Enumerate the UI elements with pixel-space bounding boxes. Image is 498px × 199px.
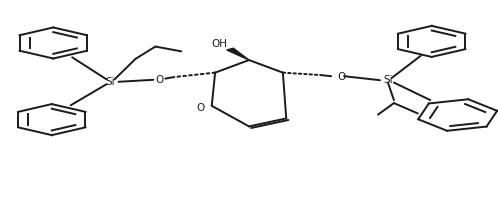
Text: O: O	[337, 72, 345, 82]
Text: Si: Si	[106, 77, 116, 87]
Polygon shape	[227, 48, 249, 60]
Text: O: O	[197, 103, 205, 113]
Text: OH: OH	[211, 39, 227, 49]
Text: O: O	[155, 75, 163, 85]
Text: Si: Si	[383, 75, 393, 85]
